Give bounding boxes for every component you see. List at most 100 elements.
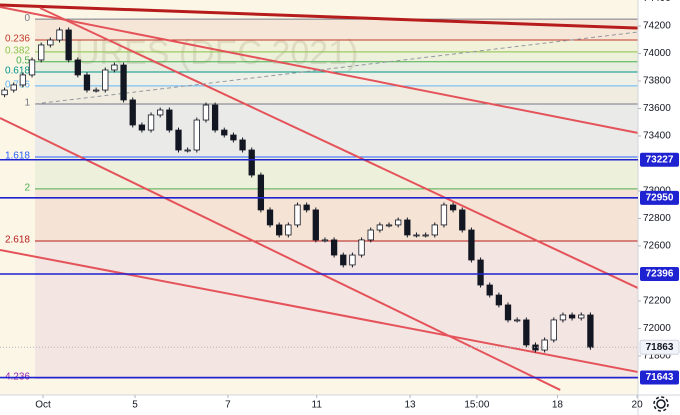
y-tick-label: 72800 bbox=[643, 213, 671, 224]
candle-body bbox=[184, 149, 191, 152]
y-tick-label: 72000 bbox=[643, 323, 671, 334]
trend-line bbox=[0, 6, 638, 134]
candle-body bbox=[83, 74, 91, 91]
fib-label: 1 bbox=[24, 98, 30, 109]
candle-body bbox=[28, 59, 36, 76]
y-tick-label: 74000 bbox=[643, 48, 671, 59]
candle-body bbox=[102, 69, 109, 91]
candle-body bbox=[147, 114, 155, 131]
fib-label: 1.618 bbox=[5, 151, 30, 162]
candle-body bbox=[550, 319, 557, 341]
trend-line bbox=[0, 117, 561, 391]
candle-body bbox=[449, 204, 457, 211]
candle-body bbox=[504, 304, 512, 321]
fib-band bbox=[35, 61, 638, 73]
candle-body bbox=[376, 224, 384, 231]
x-tick-label: 5 bbox=[132, 400, 138, 411]
candle-body bbox=[166, 109, 173, 131]
price-label-box bbox=[640, 267, 679, 282]
trend-line bbox=[0, 3, 638, 30]
candle-body bbox=[285, 224, 292, 236]
price-label-box bbox=[640, 370, 679, 385]
fib-label: 0.618 bbox=[5, 66, 30, 77]
candle-body bbox=[175, 129, 182, 151]
candle-body bbox=[532, 344, 539, 351]
candle-body bbox=[1, 89, 8, 96]
price-label: 71643 bbox=[646, 372, 674, 383]
fib-band bbox=[35, 40, 638, 52]
candle-body bbox=[10, 84, 17, 91]
fib-band bbox=[35, 51, 638, 62]
y-tick-label: 73800 bbox=[643, 76, 671, 87]
candle-body bbox=[257, 174, 265, 211]
candle-body bbox=[19, 74, 27, 86]
y-tick-label: 72200 bbox=[643, 296, 671, 307]
candle-body bbox=[230, 134, 237, 141]
x-tick-label: 18 bbox=[552, 400, 564, 411]
candle-body bbox=[266, 209, 274, 226]
candle-body bbox=[221, 129, 228, 136]
fib-label: 0 bbox=[24, 13, 30, 24]
candle-body bbox=[321, 239, 329, 242]
price-label: 71863 bbox=[646, 342, 674, 353]
candle-body bbox=[440, 204, 448, 226]
candle-body bbox=[211, 104, 219, 131]
candle-body bbox=[523, 319, 530, 346]
candle-body bbox=[38, 44, 45, 61]
x-tick-label: 15:00 bbox=[464, 400, 489, 411]
candle-body bbox=[358, 239, 365, 256]
y-tick-label: 72600 bbox=[643, 241, 671, 252]
candle-body bbox=[239, 139, 246, 151]
candle-body bbox=[303, 204, 310, 211]
x-tick-label: 13 bbox=[405, 400, 417, 411]
price-label-box bbox=[639, 339, 680, 355]
time-axis bbox=[0, 395, 638, 415]
candle-body bbox=[138, 124, 146, 131]
gear-icon[interactable] bbox=[653, 396, 669, 412]
candle-body bbox=[486, 284, 493, 296]
candle-body bbox=[459, 209, 466, 231]
candle-body bbox=[312, 209, 319, 241]
fib-label: 2.618 bbox=[5, 235, 30, 246]
candle-body bbox=[340, 254, 347, 266]
candle-body bbox=[47, 39, 54, 46]
candle-body bbox=[330, 239, 338, 256]
candle-body bbox=[111, 64, 118, 71]
candle-body bbox=[349, 254, 356, 266]
price-label: 73227 bbox=[646, 154, 674, 165]
x-tick-label: 7 bbox=[225, 400, 231, 411]
trend-line bbox=[0, 248, 638, 374]
fib-band bbox=[35, 19, 638, 41]
candle-body bbox=[514, 319, 521, 322]
fib-band bbox=[35, 241, 638, 378]
y-tick-label: 74400 bbox=[643, 0, 671, 4]
fib-label: 0.786 bbox=[5, 80, 30, 91]
candle-body bbox=[129, 99, 136, 126]
fib-label: 0.236 bbox=[5, 34, 30, 45]
candle-body bbox=[385, 224, 393, 227]
y-tick-label: 73600 bbox=[643, 103, 671, 114]
price-label-box bbox=[640, 152, 679, 167]
candle-body bbox=[468, 229, 475, 261]
trend-line bbox=[39, 7, 638, 289]
candle-body bbox=[559, 314, 567, 321]
settings-button[interactable] bbox=[653, 396, 669, 412]
fib-label: 0.5 bbox=[16, 55, 30, 66]
x-tick-label: Oct bbox=[35, 400, 51, 411]
candle-body bbox=[157, 109, 164, 116]
candle-body bbox=[587, 314, 594, 348]
y-tick-label: 71800 bbox=[643, 351, 671, 362]
price-label-box bbox=[640, 190, 679, 205]
candle-body bbox=[541, 339, 548, 351]
candle-body bbox=[568, 314, 576, 319]
candle-body bbox=[65, 29, 72, 61]
candle-body bbox=[120, 64, 127, 101]
fib-band bbox=[35, 85, 638, 104]
candle-body bbox=[92, 89, 100, 92]
candle-body bbox=[578, 314, 585, 319]
fib-label: 2 bbox=[24, 183, 30, 194]
y-tick-label: 73400 bbox=[643, 131, 671, 142]
candle-body bbox=[477, 259, 484, 286]
gear-icon[interactable] bbox=[656, 399, 666, 409]
fib-band bbox=[35, 103, 638, 158]
